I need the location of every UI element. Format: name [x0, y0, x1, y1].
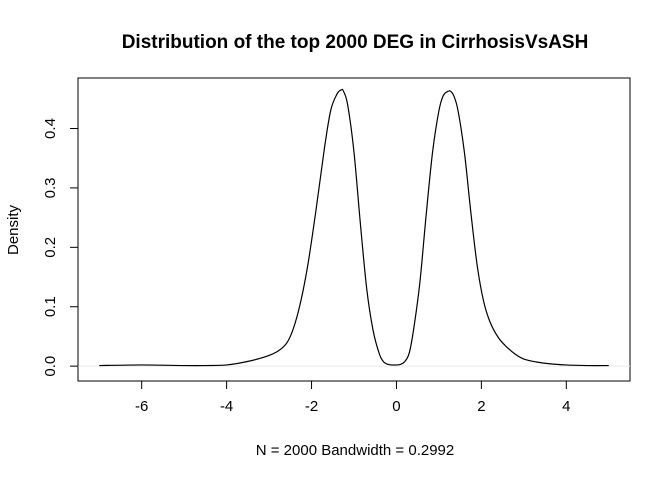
y-tick-label: 0.3 [42, 177, 59, 198]
x-tick-label: -4 [220, 398, 233, 415]
y-tick-label: 0.0 [42, 356, 59, 377]
y-tick-label: 0.2 [42, 237, 59, 258]
x-axis: -6 -4 -2 0 2 4 [135, 380, 570, 415]
x-tick-label: -6 [135, 398, 148, 415]
y-axis: 0.0 0.1 0.2 0.3 0.4 [42, 118, 79, 377]
x-tick-label: 0 [392, 398, 400, 415]
x-axis-label: N = 2000 Bandwidth = 0.2992 [256, 442, 455, 459]
y-tick-label: 0.1 [42, 296, 59, 317]
y-tick-label: 0.4 [42, 118, 59, 139]
x-tick-label: 4 [562, 398, 570, 415]
x-tick-label: 2 [477, 398, 485, 415]
plot-box [77, 77, 631, 382]
density-curve [99, 88, 609, 367]
x-tick-label: -2 [305, 398, 318, 415]
y-axis-label: Density [5, 204, 22, 255]
chart-title: Distribution of the top 2000 DEG in Cirr… [122, 32, 589, 53]
